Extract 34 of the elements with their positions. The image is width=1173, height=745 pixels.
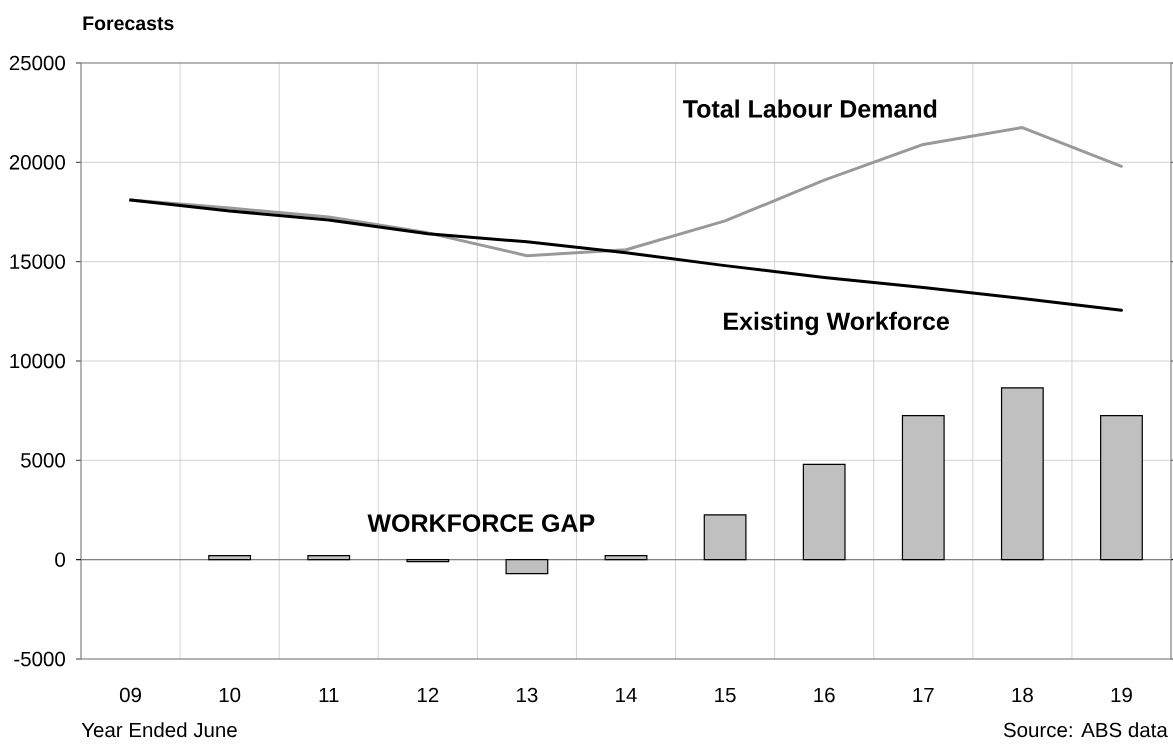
x-tick-label: 09 xyxy=(119,687,141,703)
line-series xyxy=(129,198,1123,312)
x-tick-label: 14 xyxy=(616,687,637,702)
x-tick-label: 12 xyxy=(417,687,439,702)
series-label: Total Labour Demand xyxy=(683,99,937,118)
y-tick-label: 25000 xyxy=(9,55,65,71)
y-tick-label: -5000 xyxy=(14,651,65,667)
y-tick-label: 10000 xyxy=(10,353,65,369)
x-tick-label: 13 xyxy=(517,687,538,703)
bar xyxy=(1000,387,1044,561)
source-note: Source: ABS data xyxy=(1003,722,1168,738)
x-tick-label: 18 xyxy=(1012,687,1033,703)
bar xyxy=(208,555,252,561)
x-tick-label: 17 xyxy=(913,687,934,702)
bar xyxy=(307,555,351,561)
chart-title: Forecasts xyxy=(83,16,174,31)
bar xyxy=(604,555,648,561)
x-tick-label: 11 xyxy=(319,687,339,702)
x-tick-label: 15 xyxy=(715,687,736,703)
y-tick-label: 5000 xyxy=(21,453,65,468)
bar xyxy=(703,514,747,561)
y-tick-label: 20000 xyxy=(9,155,65,170)
series-label: WORKFORCE GAP xyxy=(367,514,595,532)
x-tick-label: 10 xyxy=(219,687,241,703)
bar xyxy=(505,559,549,575)
x-tick-label: 16 xyxy=(814,687,835,703)
x-tick-label: 19 xyxy=(1111,687,1132,703)
x-axis-title: Year Ended June xyxy=(81,722,237,738)
bar xyxy=(1100,415,1143,561)
y-tick-label: 0 xyxy=(55,552,65,567)
bar xyxy=(901,415,945,561)
bar xyxy=(802,463,846,561)
series-label: Existing Workforce xyxy=(724,311,949,336)
y-tick-label: 15000 xyxy=(10,254,65,269)
